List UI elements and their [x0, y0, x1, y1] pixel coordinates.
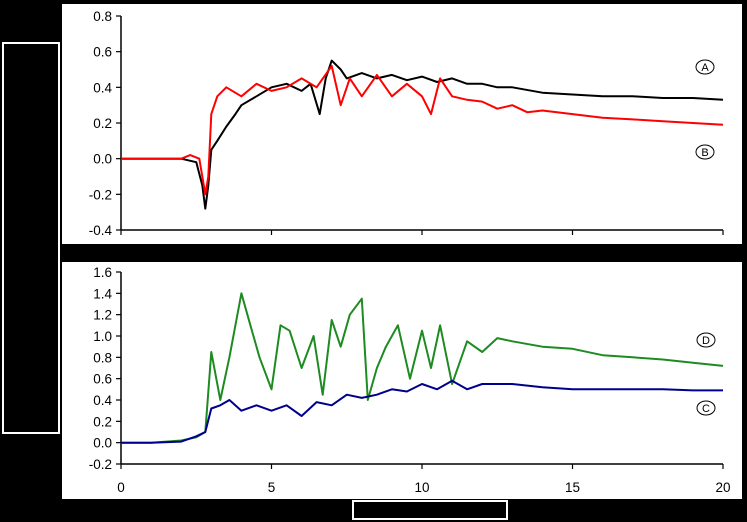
marker-circle: [695, 144, 715, 160]
x-tick-label: 10: [414, 480, 429, 495]
x-tick-label: 15: [565, 480, 580, 495]
marker-label: D: [702, 335, 710, 347]
y-tick-label: 0.8: [93, 9, 112, 24]
top-panel: -0.4 -0.2 0.0 0.2 0.4 0.6 0.8: [89, 9, 724, 238]
y-tick-label: 0.4: [93, 80, 112, 95]
series-line-d: [121, 292, 724, 444]
marker-b: B: [695, 144, 715, 160]
marker-circle: [696, 400, 716, 416]
series-line-c: [121, 379, 723, 444]
y-tick-label: 0.0: [93, 436, 112, 451]
marker-circle: [696, 332, 716, 348]
y-tick-label: 0.0: [93, 152, 112, 167]
y-tick-label: -0.2: [89, 187, 112, 202]
marker-label: A: [701, 62, 709, 74]
y-tick-label: -0.2: [89, 457, 112, 472]
marker-a: A: [695, 59, 715, 75]
marker-circle: [695, 59, 715, 75]
marker-label: B: [701, 147, 708, 159]
y-tick-label: 1.4: [93, 286, 112, 301]
y-tick-label: 0.8: [93, 350, 112, 365]
y-tick-label: 0.4: [93, 393, 112, 408]
x-axis-label-box: [352, 500, 508, 520]
y-tick-label: 0.6: [93, 372, 112, 387]
x-tick-label: 20: [715, 480, 730, 495]
series-line-b: [121, 64, 724, 196]
x-tick-label: 5: [268, 480, 276, 495]
x-tick-label: 0: [117, 480, 125, 495]
y-tick-label: 1.2: [93, 308, 112, 323]
bottom-panel-background: [62, 262, 742, 499]
y-tick-label: 0.6: [93, 45, 112, 60]
y-tick-label: -0.4: [89, 223, 113, 238]
marker-c: C: [696, 400, 716, 416]
y-tick-label: 1.0: [93, 329, 112, 344]
top-panel-background: [62, 4, 742, 244]
series-line-a: [121, 59, 724, 210]
y-axis-label-box: [2, 42, 60, 434]
marker-d: D: [696, 332, 716, 348]
y-tick-label: 0.2: [93, 116, 112, 131]
y-tick-label: 1.6: [93, 265, 112, 280]
bottom-panel: -0.2 0.0 0.2 0.4 0.6 0.8 1.0 1.2 1.4 1.6 0 5 10 15 20: [89, 265, 731, 495]
marker-label: C: [702, 403, 710, 415]
y-tick-label: 0.2: [93, 414, 112, 429]
